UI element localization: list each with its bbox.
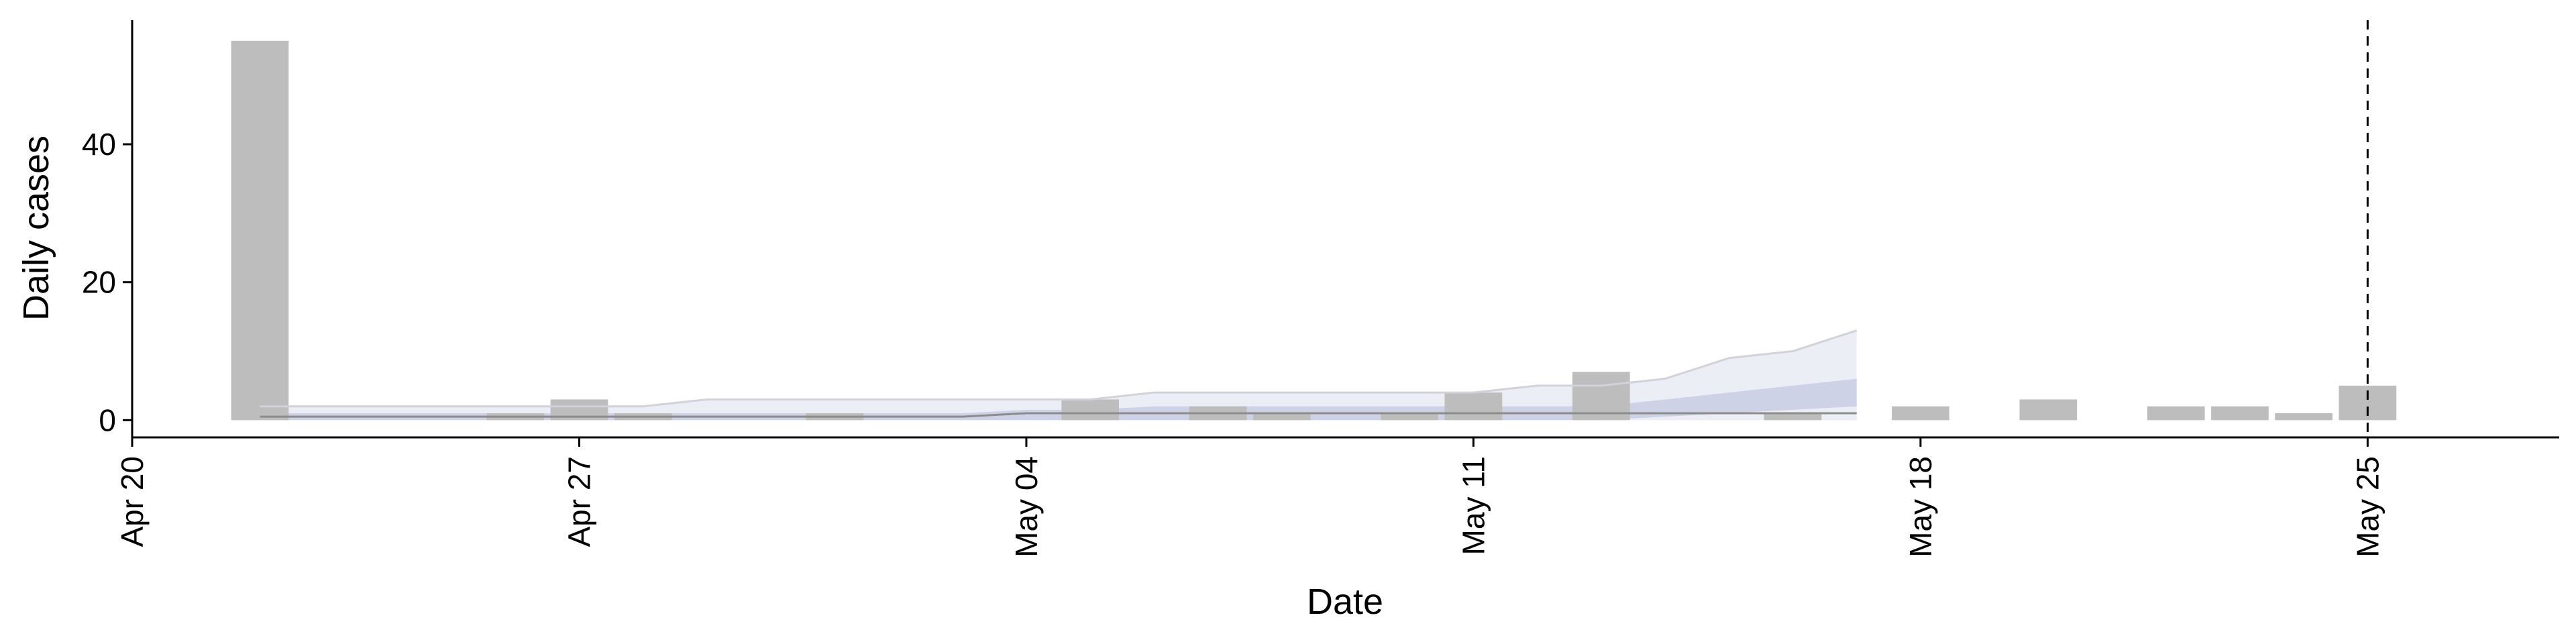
y-tick-label-40: 40 [82,127,116,162]
bar-2020-05-05 [1061,399,1120,421]
x-tick-label-2020-04-27: Apr 27 [561,456,596,547]
x-tick-label-2020-04-20: Apr 20 [115,456,150,547]
x-tick-label-2020-05-25: May 25 [2350,456,2385,557]
bar-2020-04-22 [231,40,289,421]
x-tick-label-2020-05-04: May 04 [1009,456,1044,557]
x-axis-title: Date [1307,582,1383,622]
estimate-lines [260,329,1858,418]
bar-2020-05-22 [2147,406,2205,421]
y-tick-label-0: 0 [99,402,116,437]
bar-2020-05-24 [2275,413,2333,421]
bar-2020-05-18 [1892,406,1949,421]
bars [231,40,2397,421]
x-ticks: Apr 20 Apr 27 May 04 May 11 May 18 May 25 [115,437,2385,557]
bar-2020-05-20 [2019,399,2078,421]
bar-2020-05-13 [1572,372,1630,421]
bar-2020-05-23 [2211,406,2269,421]
bar-2020-05-11 [1444,392,1503,421]
axes [131,20,2559,439]
x-tick-label-2020-05-11: May 11 [1456,456,1491,555]
bar-2020-05-16 [1764,413,1822,421]
y-axis-title: Daily cases [16,136,56,321]
median-line [260,412,1857,418]
y-ticks: 0 20 40 [82,127,132,437]
bar-2020-05-10 [1381,413,1439,421]
y-tick-label-20: 20 [82,265,116,300]
x-tick-label-2020-05-18: May 18 [1903,456,1938,557]
bar-2020-05-08 [1252,413,1311,421]
upper-bound-line [260,329,1858,408]
